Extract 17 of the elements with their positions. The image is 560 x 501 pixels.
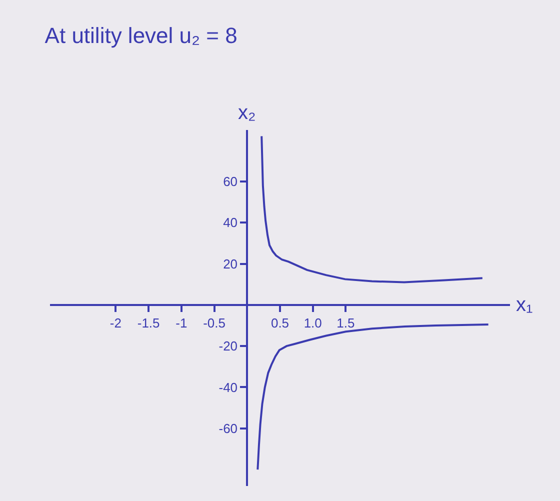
y-tick-label: 20 [223,256,238,272]
x-tick-label: -1 [176,316,188,331]
chart-title: At utility level u₂ = 8 [44,22,238,48]
y-tick-label: 40 [223,215,238,230]
y-tick-label: 60 [223,174,238,189]
x-tick-label: 1.0 [304,316,322,331]
x-axis-title: x₁ [516,294,533,316]
y-axis-title: x₂ [238,102,256,124]
y-tick-label: -20 [218,338,238,354]
x-tick-label: 1.5 [336,316,355,331]
line-series [260,135,484,284]
x-tick-label: -0.5 [203,316,226,331]
y-tick-label: -40 [218,380,238,395]
y-tick-label: -60 [218,420,238,436]
x-tick-label: 0.5 [270,316,290,331]
x-tick-label: -1.5 [137,316,160,331]
x-tick-label: -2 [110,316,122,331]
